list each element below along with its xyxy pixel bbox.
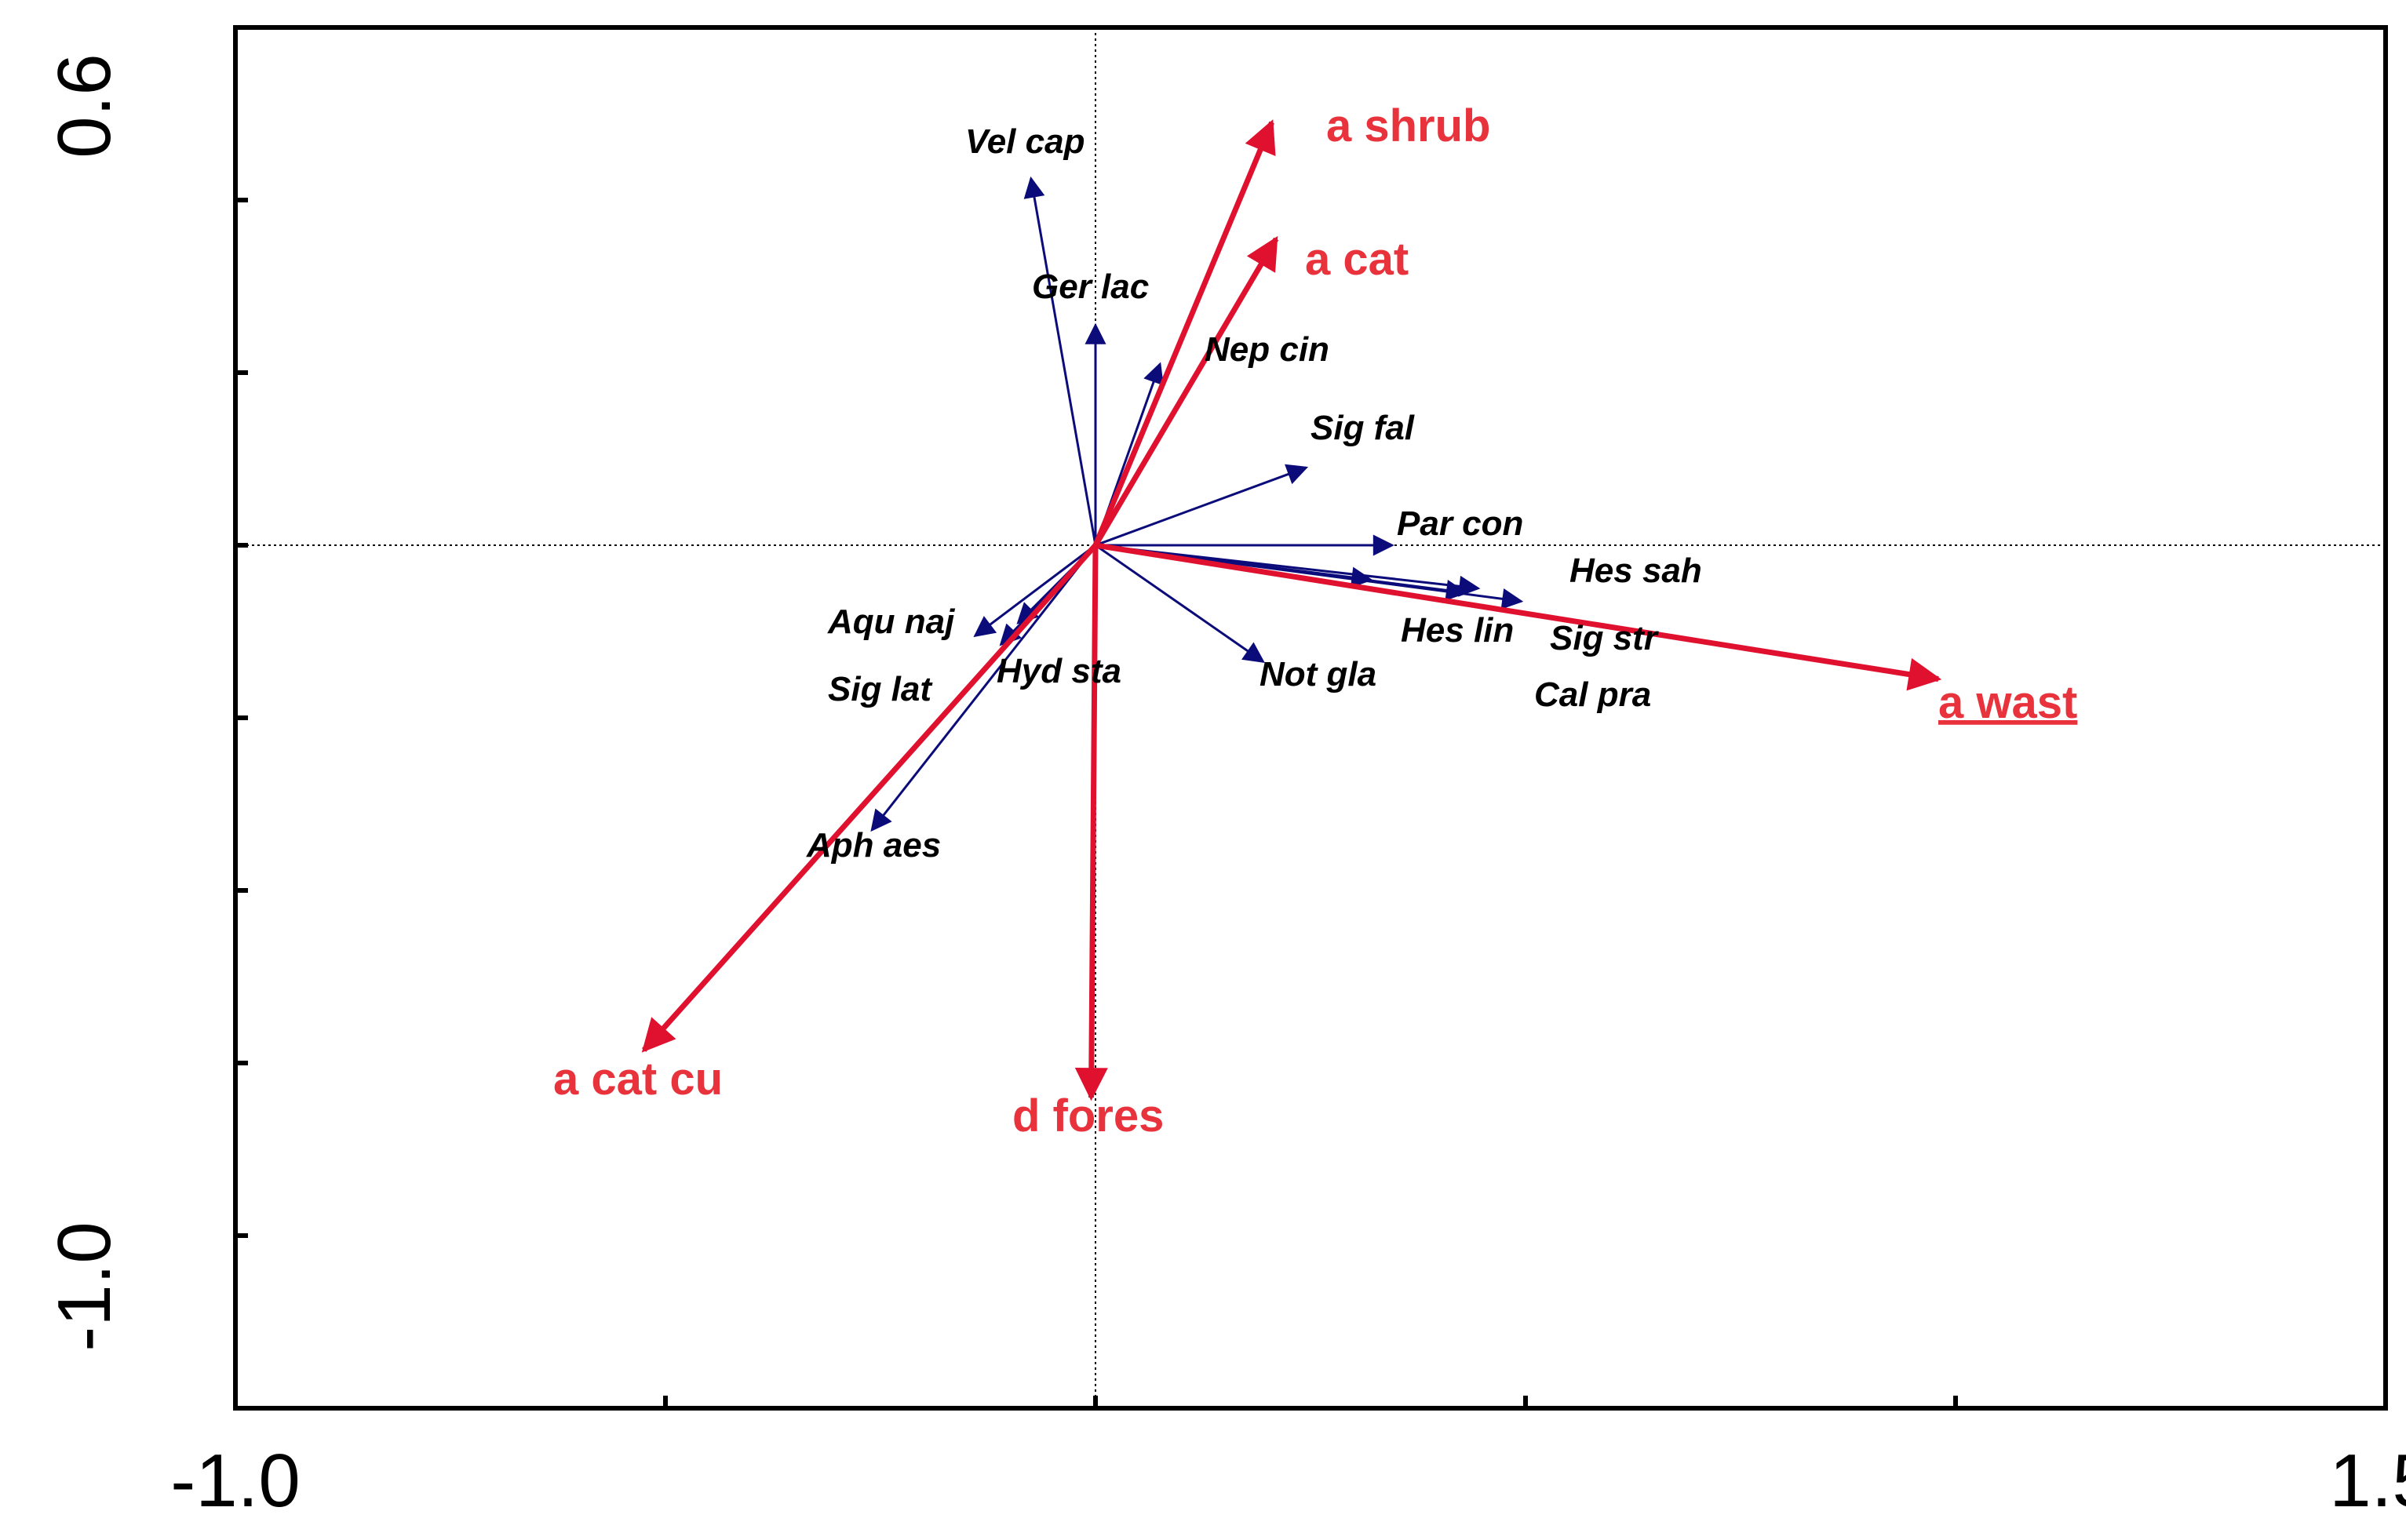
species-arrow-aqu-naj	[973, 544, 1096, 638]
zero-lines	[235, 27, 2386, 1408]
species-arrow-aph-aes	[870, 544, 1097, 832]
env-label-a-cat: a cat	[1305, 234, 1409, 285]
species-label-hes-sah: Hes sah	[1569, 552, 1702, 590]
env-arrow-a-shrub	[1092, 119, 1276, 547]
env-label-a-cat-cu: a cat cu	[553, 1054, 723, 1105]
y-tick-label-max: 0.6	[42, 53, 126, 158]
env-label-a-shrub: a shrub	[1326, 100, 1491, 151]
arrow-labels: Vel cap Ger lac Nep cin Sig fal Par con Hes s…	[553, 100, 2077, 1141]
x-tick-label-min: -1.0	[170, 1439, 300, 1523]
env-label-a-wast: a wast	[1938, 677, 2077, 728]
species-label-cal-pra: Cal pra	[1534, 675, 1651, 714]
species-label-sig-fal: Sig fal	[1311, 409, 1415, 447]
species-arrow-sig-fal	[1095, 464, 1309, 547]
species-label-vel-cap: Vel cap	[965, 122, 1085, 161]
species-label-nep-cin: Nep cin	[1205, 330, 1329, 369]
species-arrow-vel-cap	[1023, 176, 1097, 546]
species-label-not-gla: Not gla	[1260, 655, 1376, 694]
tick-labels: -1.0 1.5 0.6 -1.0	[42, 53, 2406, 1523]
env-arrow-a-wast	[1095, 542, 1942, 691]
species-label-aph-aes: Aph aes	[806, 826, 941, 865]
environment-arrows	[641, 119, 1942, 1101]
species-label-par-con: Par con	[1397, 504, 1523, 543]
species-label-hes-lin: Hes lin	[1401, 611, 1514, 650]
species-arrow-not-gla	[1095, 544, 1265, 664]
env-label-d-fores: d fores	[1012, 1090, 1164, 1141]
species-label-sig-lat: Sig lat	[828, 670, 933, 708]
env-arrow-d-fores	[1074, 544, 1108, 1101]
y-tick-label-min: -1.0	[42, 1221, 126, 1351]
species-label-hyd-sta: Hyd sta	[997, 652, 1121, 690]
species-label-aqu-naj: Aqu naj	[827, 603, 955, 641]
x-tick-label-max: 1.5	[2329, 1439, 2406, 1523]
species-label-ger-lac: Ger lac	[1032, 268, 1149, 306]
env-arrow-a-cat-cu	[641, 543, 1098, 1053]
plot-frame	[233, 25, 2388, 1411]
species-label-sig-str: Sig str	[1550, 619, 1660, 657]
env-arrow-a-cat	[1092, 235, 1279, 547]
